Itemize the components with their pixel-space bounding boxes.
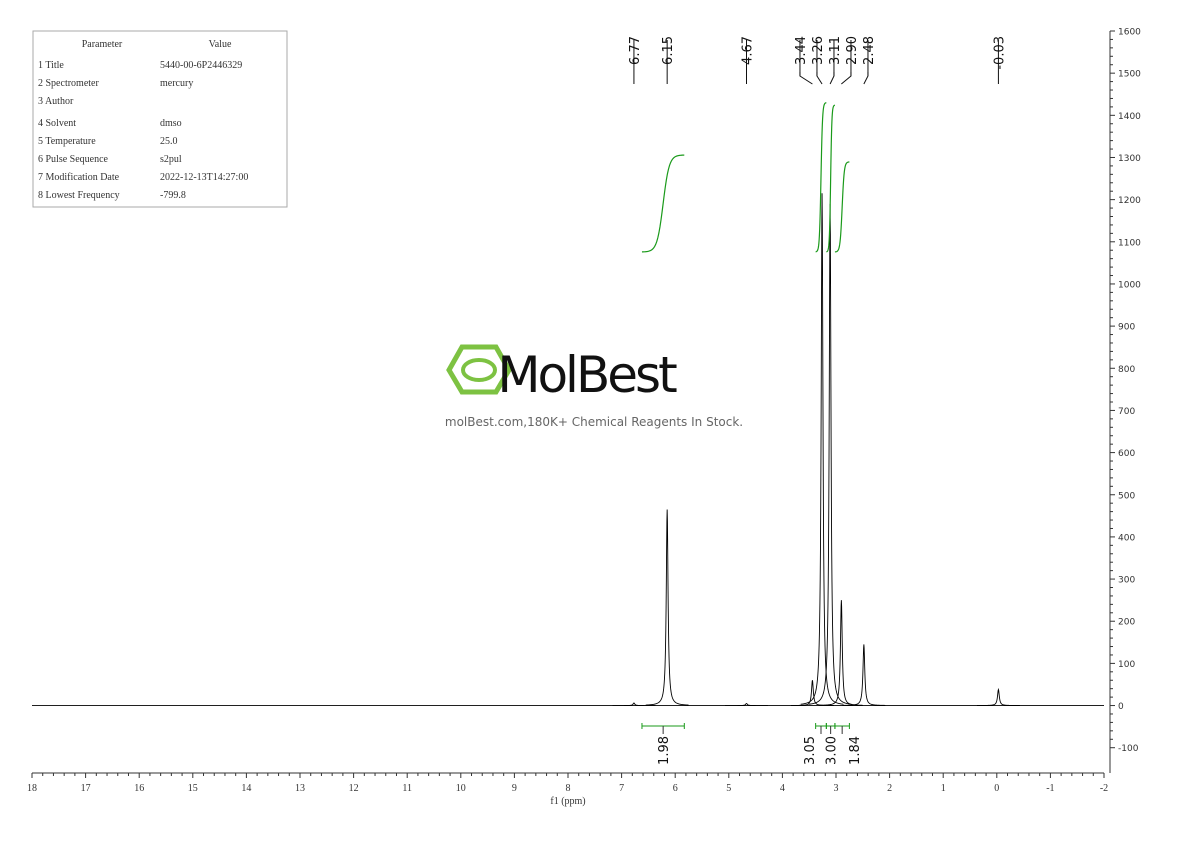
integral-label: 3.00 (825, 736, 840, 765)
y-tick-label: 1200 (1118, 196, 1141, 206)
y-tick-label: 700 (1118, 407, 1135, 417)
peak (976, 687, 1020, 706)
x-tick-label: 4 (780, 783, 785, 794)
table-cell: 25.0 (160, 136, 178, 147)
table-cell: s2pul (160, 154, 182, 165)
table-cell: 5440-00-6P2446329 (160, 60, 242, 71)
integral-label: 1.84 (848, 736, 863, 765)
peak (645, 509, 689, 706)
y-tick-label: 1000 (1118, 280, 1141, 290)
peak (842, 644, 886, 706)
watermark-tagline: molBest.com,180K+ Chemical Reagents In S… (445, 415, 743, 429)
table-cell: 3 Author (38, 96, 74, 107)
y-tick-label: 200 (1118, 618, 1135, 628)
x-tick-label: 10 (456, 783, 466, 794)
x-tick-label: 18 (27, 783, 37, 794)
peak-label: 3.44 (794, 36, 809, 65)
logo-hexagon (446, 344, 512, 395)
peak-label: -0.03 (992, 36, 1007, 70)
x-axis-label: f1 (ppm) (550, 796, 585, 807)
integral-curve (826, 104, 836, 253)
y-tick-label: 1600 (1118, 28, 1141, 38)
table-cell: 7 Modification Date (38, 172, 120, 183)
table-cell: -799.8 (160, 190, 186, 201)
x-tick-label: 14 (241, 783, 251, 794)
table-cell: mercury (160, 78, 193, 89)
peak-label: 3.11 (828, 36, 843, 65)
peak-label: 6.77 (628, 36, 643, 65)
y-tick-label: -100 (1118, 744, 1139, 754)
y-tick-label: 800 (1118, 365, 1135, 375)
integral-label: 3.05 (803, 736, 818, 765)
x-tick-label: 7 (619, 783, 624, 794)
x-tick-label: 8 (566, 783, 571, 794)
peak-label: 3.26 (811, 36, 826, 65)
x-tick-label: 3 (834, 783, 839, 794)
y-tick-label: 1500 (1118, 70, 1141, 80)
peak (808, 203, 852, 705)
x-tick-label: 12 (349, 783, 359, 794)
peak-label-leader (841, 72, 852, 85)
peak (725, 702, 768, 706)
x-tick-label: 11 (402, 783, 412, 794)
x-tick-label: 6 (673, 783, 678, 794)
logo-ring (461, 358, 497, 382)
x-tick-label: 13 (295, 783, 305, 794)
x-tick-label: 16 (134, 783, 144, 794)
table-cell: 6 Pulse Sequence (38, 154, 109, 165)
table-cell: 2 Spectrometer (38, 78, 99, 89)
y-tick-label: 600 (1118, 449, 1135, 459)
peak-label-leader (799, 72, 813, 85)
peak-label: 2.90 (845, 36, 860, 65)
table-header: Parameter (82, 39, 123, 50)
table-cell: 4 Solvent (38, 118, 76, 129)
y-tick-label: 0 (1118, 702, 1124, 712)
y-tick-label: 1400 (1118, 112, 1141, 122)
integral-curve (815, 102, 827, 253)
y-tick-label: 500 (1118, 491, 1135, 501)
x-tick-label: 0 (994, 783, 999, 794)
x-tick-label: 2 (887, 783, 892, 794)
table-cell: 5 Temperature (38, 136, 96, 147)
y-tick-label: 900 (1118, 323, 1135, 333)
integral-curve (834, 161, 850, 253)
peak (800, 193, 844, 705)
table-cell: 1 Title (38, 60, 64, 71)
watermark-brand: MolBest (497, 346, 677, 404)
y-tick-label: 1100 (1118, 238, 1141, 248)
x-tick-label: 9 (512, 783, 517, 794)
table-cell: dmso (160, 118, 182, 129)
y-tick-label: 100 (1118, 660, 1135, 670)
y-tick-label: 1300 (1118, 154, 1141, 164)
peak-label: 6.15 (661, 36, 676, 65)
peak (612, 702, 656, 706)
peak-label: 2.48 (862, 36, 877, 65)
integral-curve (641, 154, 685, 253)
y-tick-label: 300 (1118, 576, 1135, 586)
x-tick-label: -2 (1100, 783, 1108, 794)
parameter-table (32, 30, 288, 208)
x-tick-label: 15 (188, 783, 198, 794)
integral-label: 1.98 (657, 736, 672, 765)
peak-label: 4.67 (740, 36, 755, 65)
peak-label-leader (863, 72, 869, 85)
peak (819, 600, 863, 706)
x-tick-label: -1 (1046, 783, 1054, 794)
logo (446, 344, 512, 395)
table-header: Value (209, 39, 232, 50)
peak-label-leader (829, 72, 835, 85)
y-tick-label: 400 (1118, 533, 1135, 543)
x-tick-label: 5 (726, 783, 731, 794)
x-tick-label: 17 (81, 783, 91, 794)
table-cell: 2022-12-13T14:27:00 (160, 172, 248, 183)
x-tick-label: 1 (941, 783, 946, 794)
peak-label-leader (816, 72, 823, 85)
table-cell: 8 Lowest Frequency (38, 190, 120, 201)
